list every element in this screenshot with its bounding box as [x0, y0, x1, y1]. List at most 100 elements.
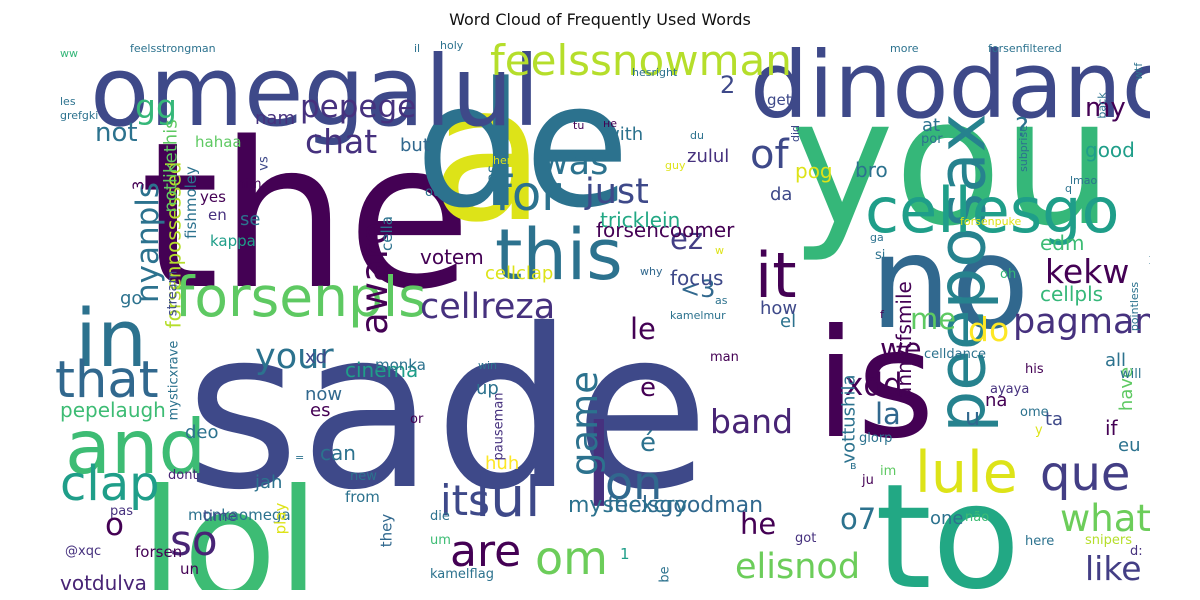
word-elisnod: elisnod [735, 547, 861, 587]
word-symbol: ? [1015, 113, 1029, 143]
word-votem: votem [420, 245, 484, 269]
word-votdulya: votdulya [60, 571, 147, 590]
word-can: can [320, 441, 356, 465]
word-so: so [170, 516, 218, 565]
word-a: a [430, 44, 546, 264]
word-snipers: snipers [1085, 533, 1132, 548]
word-and: and [65, 403, 207, 491]
word-clap: clap [60, 456, 160, 512]
word-feelsstrongman: feelsstrongman [130, 42, 216, 55]
word-n-o: não [965, 510, 990, 525]
word-has: has [482, 165, 501, 192]
word-xdd: xdd [845, 367, 903, 403]
word-are: are [450, 526, 522, 577]
word-out: out [425, 185, 447, 200]
word-peeposax: peeposax [923, 113, 1001, 433]
word-be: be [657, 566, 673, 583]
word-that: that [55, 351, 159, 410]
word-vs: vs [256, 156, 272, 171]
word-um: um [430, 533, 451, 548]
word-ju: ju [862, 473, 874, 488]
word-stream: stream [165, 270, 181, 317]
word-ome: ome [1020, 405, 1049, 420]
word-zulul: zulul [687, 146, 730, 167]
word-kamelflag: kamelflag [430, 567, 494, 582]
word-2: 2 [720, 71, 736, 99]
word-notlikethis: notlikethis [160, 119, 182, 213]
word-lmao: lmao [1070, 174, 1098, 187]
word-not: not [95, 118, 138, 148]
word-o: o [105, 507, 124, 543]
word-cellesgo: cellesgo [865, 174, 1120, 247]
word-band: band [710, 402, 794, 441]
word-was: was [540, 143, 609, 183]
word-fishmoley: fishmoley [181, 166, 200, 239]
word-to: to [875, 453, 1021, 590]
word-at: at [922, 115, 941, 136]
word-just: just [585, 172, 649, 212]
word-man: man [710, 350, 739, 365]
word-eu: eu [1118, 435, 1141, 456]
word-cellclap: cellclap [485, 263, 554, 284]
word-dont: dont [168, 468, 198, 483]
word-cinema: cinema [345, 358, 419, 382]
word-xd: xd [305, 347, 328, 368]
word-cellreza: cellreza [420, 287, 556, 327]
word-guy: guy [665, 159, 686, 172]
word-les: les [60, 95, 76, 108]
word-feelsgoodman: feelsgoodman [607, 493, 764, 518]
word-la: la [875, 397, 901, 431]
word-vottushila: vottushila [838, 374, 860, 464]
word-of: of [750, 132, 789, 178]
word-up: up [476, 378, 499, 399]
word-gg: gg [135, 87, 177, 126]
word-el: el [780, 311, 797, 332]
word-im: im [880, 464, 897, 479]
word-il: il [414, 42, 421, 55]
word-how: how [760, 298, 798, 319]
word-pog: pog [795, 159, 833, 183]
word-in: in [75, 293, 148, 385]
word-xddconga: xddconga [1147, 221, 1150, 276]
word-the: the [140, 98, 472, 334]
word-ga: ga [870, 231, 884, 244]
word-symbol: é [640, 428, 656, 458]
word-pagman: pagman [1013, 302, 1150, 342]
word-as: as [715, 294, 728, 307]
word-we: we [880, 332, 922, 366]
word-w: w [715, 244, 724, 257]
word-que: que [1040, 446, 1131, 502]
word-pas: pas [110, 504, 133, 519]
word-d: d: [1130, 544, 1143, 559]
word-grefgki: grefgki [60, 109, 99, 122]
word-when: when [484, 154, 514, 167]
word-celldance: celldance [924, 347, 986, 362]
word-q: q [1065, 182, 1072, 195]
word-omegalul: omegalul [90, 40, 540, 148]
word-forsenpuke: forsenpuke [960, 215, 1022, 228]
word-f: f [880, 308, 884, 321]
word-your: your [255, 337, 334, 377]
word-ez: ez [670, 222, 704, 256]
word-for: for [495, 166, 561, 222]
word-good: good [1085, 138, 1135, 162]
word-om: om [535, 531, 608, 585]
word-get: get [767, 91, 792, 109]
word-its: its [440, 476, 491, 525]
word-die: die [430, 509, 450, 524]
word-back: back [1095, 92, 1109, 119]
word-cella: cella [378, 215, 397, 252]
word-pointless: pointless [1128, 281, 1142, 332]
word-they: they [377, 513, 396, 548]
word-symbol: в [850, 459, 857, 472]
word-kekw: kekw [1045, 252, 1130, 291]
word-cloud: sadetheayoudelolistonolomegaluldinodance… [50, 40, 1150, 590]
word-bro: bro [855, 158, 888, 182]
word-him: him [237, 177, 262, 192]
word-nyanpls: nyanpls [130, 181, 167, 304]
word-do: do [968, 310, 1010, 349]
word-symbol: = [295, 451, 305, 464]
word-ww: ww [60, 47, 78, 60]
word-glorp: glorp [859, 431, 893, 446]
chart-title: Word Cloud of Frequently Used Words [449, 10, 751, 29]
